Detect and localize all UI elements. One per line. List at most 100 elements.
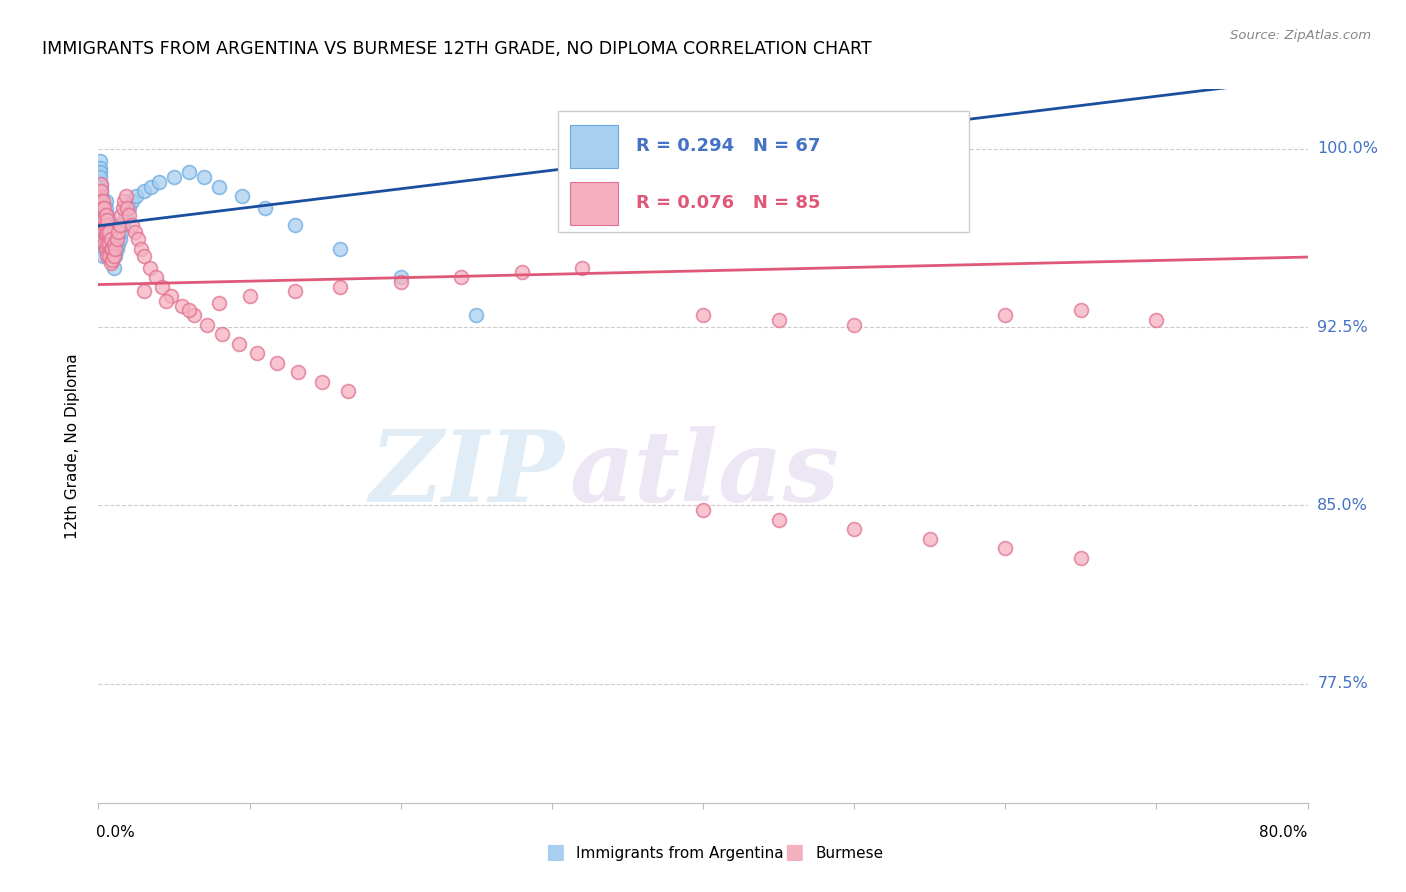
- Point: [132, 249, 155, 263]
- Point: [103, 236, 125, 251]
- Point: [1144, 313, 1167, 327]
- Point: [93, 208, 115, 222]
- Point: [98, 249, 121, 263]
- Point: [96, 236, 118, 251]
- Text: Immigrants from Argentina: Immigrants from Argentina: [576, 847, 785, 861]
- Point: [94, 213, 117, 227]
- Point: [90, 208, 112, 222]
- Point: [96, 249, 118, 263]
- Text: R = 0.294   N = 67: R = 0.294 N = 67: [637, 137, 821, 155]
- Point: [90, 185, 112, 199]
- Point: [112, 194, 135, 208]
- Point: [239, 289, 262, 303]
- Point: [101, 242, 124, 256]
- Point: [121, 218, 143, 232]
- Point: [450, 270, 472, 285]
- Point: [510, 265, 533, 279]
- Text: Source: ZipAtlas.com: Source: ZipAtlas.com: [1230, 29, 1371, 42]
- Text: 100.0%: 100.0%: [1317, 141, 1378, 156]
- Text: Burmese: Burmese: [815, 847, 883, 861]
- Point: [994, 541, 1017, 556]
- Point: [90, 179, 112, 194]
- Text: 77.5%: 77.5%: [1317, 676, 1368, 691]
- Point: [231, 189, 253, 203]
- Point: [170, 299, 193, 313]
- Point: [89, 201, 111, 215]
- Point: [389, 270, 412, 285]
- Point: [101, 242, 124, 256]
- Point: [211, 327, 233, 342]
- Point: [94, 225, 117, 239]
- Point: [107, 225, 129, 239]
- Point: [101, 253, 124, 268]
- Point: [163, 170, 186, 185]
- Point: [253, 201, 276, 215]
- Point: [94, 218, 117, 232]
- Point: [107, 236, 129, 251]
- Point: [571, 260, 593, 275]
- Point: [94, 242, 117, 256]
- Point: [311, 375, 333, 389]
- Point: [284, 218, 307, 232]
- Point: [183, 308, 205, 322]
- Point: [89, 165, 111, 179]
- Point: [101, 253, 124, 268]
- Point: [90, 194, 112, 208]
- Point: [177, 165, 201, 179]
- Point: [266, 356, 288, 370]
- Point: [105, 242, 128, 256]
- Point: [111, 218, 134, 232]
- Point: [93, 213, 115, 227]
- Point: [155, 293, 177, 308]
- Point: [465, 308, 488, 322]
- Point: [129, 242, 152, 256]
- Point: [100, 225, 122, 239]
- Point: [115, 201, 138, 215]
- Point: [103, 249, 125, 263]
- Text: 92.5%: 92.5%: [1317, 319, 1368, 334]
- Point: [96, 213, 118, 227]
- Point: [329, 279, 352, 293]
- Point: [125, 189, 148, 203]
- Point: [90, 189, 112, 203]
- Point: [177, 303, 201, 318]
- Point: [91, 232, 114, 246]
- Point: [90, 194, 112, 208]
- Point: [98, 227, 121, 242]
- Point: [195, 318, 218, 332]
- Point: [91, 249, 114, 263]
- Point: [98, 218, 121, 232]
- Point: [93, 225, 115, 239]
- Point: [108, 218, 131, 232]
- Point: [94, 242, 117, 256]
- Point: [98, 236, 121, 251]
- Point: [94, 194, 117, 208]
- Point: [93, 225, 115, 239]
- Point: [96, 218, 118, 232]
- Point: [100, 256, 122, 270]
- Point: [100, 242, 122, 256]
- Point: [90, 213, 112, 227]
- Point: [96, 227, 118, 242]
- Text: 85.0%: 85.0%: [1317, 498, 1368, 513]
- Point: [118, 208, 141, 222]
- Point: [768, 513, 790, 527]
- Point: [118, 201, 141, 215]
- Point: [105, 232, 128, 246]
- Point: [89, 178, 111, 192]
- Point: [228, 336, 250, 351]
- Point: [1070, 303, 1092, 318]
- Text: ■: ■: [546, 842, 565, 862]
- Point: [110, 208, 132, 222]
- Point: [90, 208, 112, 222]
- Point: [112, 213, 135, 227]
- Text: IMMIGRANTS FROM ARGENTINA VS BURMESE 12TH GRADE, NO DIPLOMA CORRELATION CHART: IMMIGRANTS FROM ARGENTINA VS BURMESE 12T…: [42, 40, 872, 58]
- Point: [127, 232, 149, 246]
- Point: [844, 318, 866, 332]
- Point: [93, 236, 115, 251]
- Point: [94, 227, 117, 242]
- Point: [139, 260, 162, 275]
- Point: [89, 170, 111, 185]
- Point: [103, 249, 125, 263]
- Point: [132, 285, 155, 299]
